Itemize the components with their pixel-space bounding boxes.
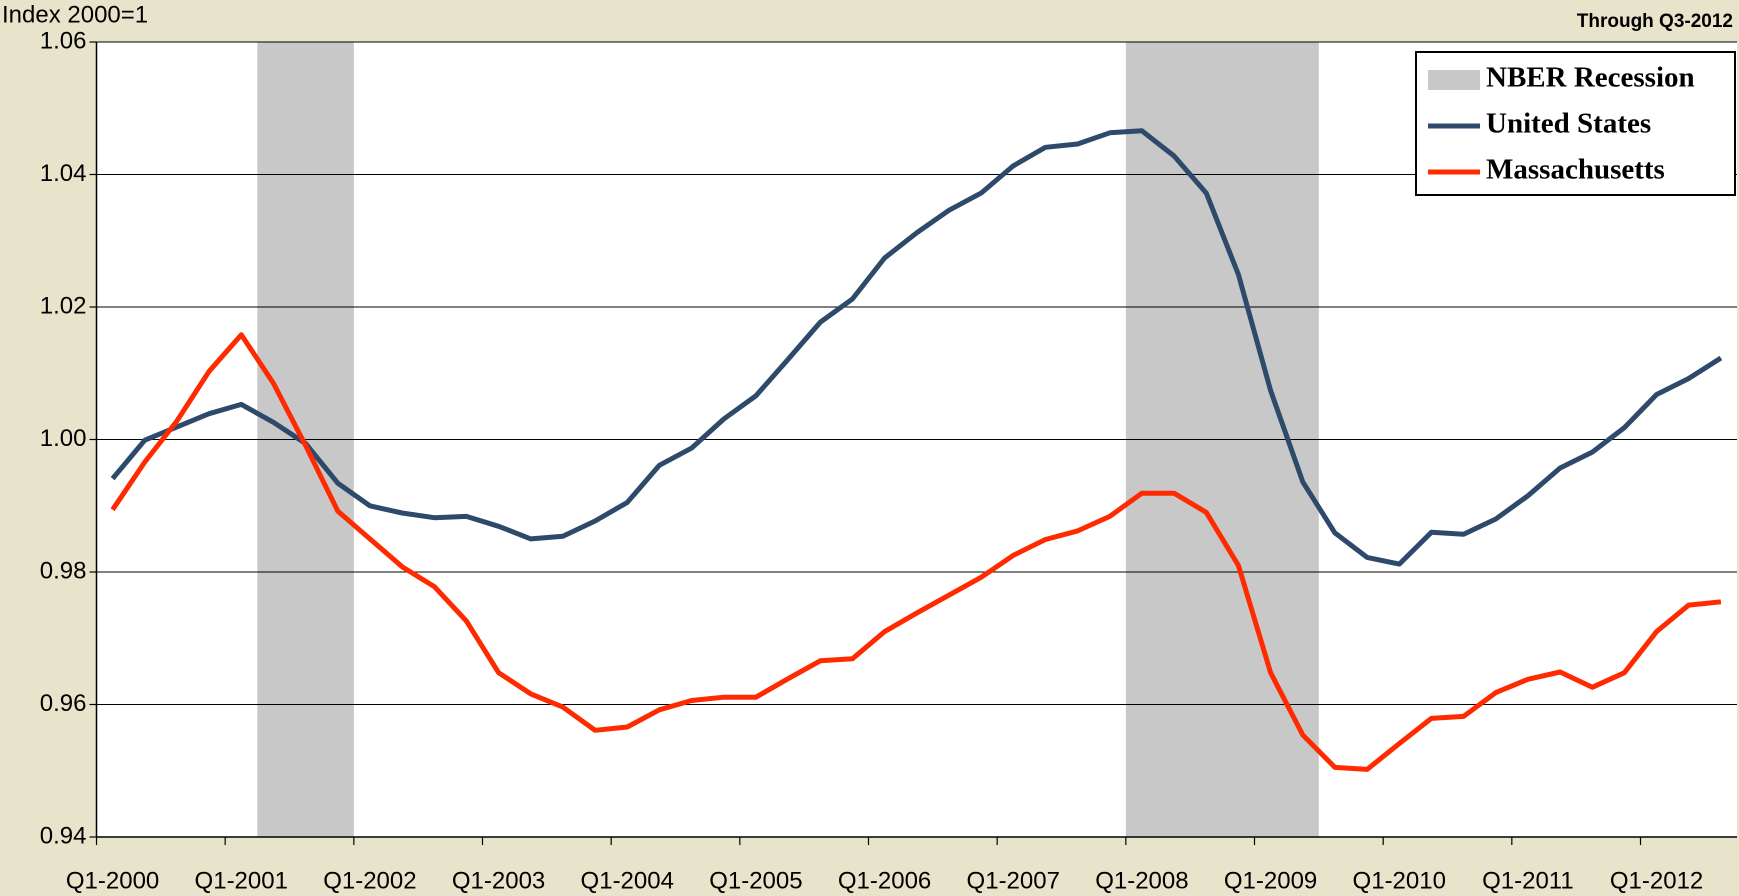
y-tick-label: 1.00 <box>40 425 87 452</box>
legend-swatch <box>1428 70 1480 90</box>
x-tick-label: Q1-2008 <box>1095 867 1188 894</box>
legend-label: United States <box>1486 108 1651 140</box>
legend-label: Massachusetts <box>1486 154 1665 186</box>
x-tick-label: Q1-2011 <box>1482 867 1574 894</box>
x-tick-label: Q1-2000 <box>66 867 159 894</box>
y-axis-label: Index 2000=1 <box>2 1 148 28</box>
x-tick-label: Q1-2004 <box>581 867 674 894</box>
subtitle: Through Q3-2012 <box>1577 11 1733 32</box>
legend-label: NBER Recession <box>1486 62 1695 94</box>
y-tick-label: 0.96 <box>40 690 87 717</box>
x-tick-label: Q1-2009 <box>1224 867 1317 894</box>
x-tick-label: Q1-2010 <box>1353 867 1446 894</box>
y-tick-label: 1.04 <box>40 160 87 187</box>
line-series <box>110 332 1722 772</box>
x-tick-label: Q1-2001 <box>195 867 288 894</box>
y-tick-label: 1.06 <box>40 27 87 54</box>
x-tick-label: Q1-2005 <box>709 867 802 894</box>
x-tick-label: Q1-2007 <box>967 867 1060 894</box>
x-tick-label: Q1-2012 <box>1610 867 1703 894</box>
y-tick-label: 0.94 <box>40 822 87 849</box>
line-series <box>110 128 1723 567</box>
x-tick-label: Q1-2006 <box>838 867 931 894</box>
x-tick-label: Q1-2002 <box>323 867 416 894</box>
y-tick-label: 1.02 <box>40 292 87 319</box>
y-tick-label: 0.98 <box>40 557 87 584</box>
x-tick-label: Q1-2003 <box>452 867 545 894</box>
